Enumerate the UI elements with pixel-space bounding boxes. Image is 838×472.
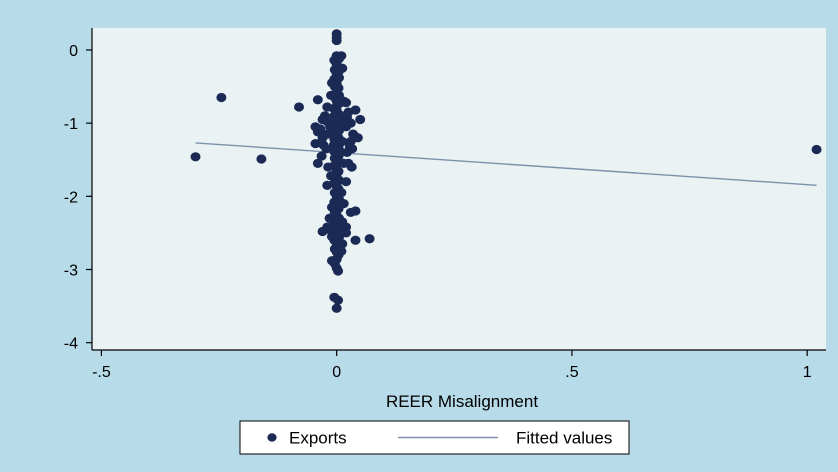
export-point — [326, 202, 337, 212]
export-point — [352, 133, 363, 143]
export-point — [336, 51, 347, 61]
export-point — [310, 139, 321, 149]
export-point — [338, 199, 349, 209]
export-point — [350, 105, 361, 115]
export-point — [312, 158, 323, 168]
export-point — [322, 102, 333, 112]
legend: Exports Fitted values — [239, 420, 630, 455]
export-point — [364, 234, 375, 244]
axes-layer: 0 -1 -2 -3 -4 -.5 0 .5 1 — [64, 28, 826, 381]
export-point — [331, 35, 342, 46]
points-layer — [190, 29, 822, 313]
export-point — [342, 112, 353, 122]
export-point — [333, 266, 344, 276]
export-point — [337, 239, 348, 249]
export-point — [346, 162, 357, 172]
legend-fitted-label: Fitted values — [516, 429, 612, 448]
export-point — [323, 162, 334, 172]
export-point — [318, 140, 329, 150]
export-point — [326, 231, 337, 242]
export-point — [190, 152, 201, 162]
y-tick-label: -2 — [64, 189, 78, 206]
export-point — [256, 154, 267, 164]
legend-exports-marker — [267, 433, 277, 442]
export-point — [350, 235, 361, 245]
export-point — [326, 90, 337, 100]
export-point — [317, 226, 328, 237]
x-tick-label: .5 — [565, 364, 578, 381]
export-point — [316, 151, 327, 161]
x-tick-label: 0 — [332, 364, 341, 381]
export-point — [216, 92, 227, 103]
export-point — [294, 102, 305, 112]
export-point — [350, 206, 361, 216]
export-point — [337, 63, 348, 73]
fitted-line-layer — [195, 142, 817, 187]
y-tick-label: 0 — [69, 43, 78, 60]
fitted-values-line — [195, 142, 817, 187]
export-point — [326, 78, 337, 88]
y-tick-label: -1 — [64, 116, 78, 133]
x-tick-label: 1 — [803, 364, 812, 381]
legend-exports-label: Exports — [289, 429, 347, 448]
y-tick-label: -4 — [64, 336, 78, 353]
export-point — [331, 303, 342, 313]
export-point — [312, 95, 323, 105]
export-point — [355, 114, 366, 125]
y-tick-label: -3 — [64, 263, 78, 280]
export-point — [336, 188, 347, 198]
plot-area — [92, 28, 826, 350]
export-point — [322, 117, 333, 127]
export-point — [337, 136, 348, 147]
export-point — [341, 177, 352, 187]
export-point — [322, 180, 333, 190]
export-point — [324, 213, 335, 223]
export-point — [336, 246, 347, 256]
x-tick-label: -.5 — [92, 364, 111, 381]
export-point — [811, 144, 822, 155]
x-axis-label: REER Misalignment — [386, 392, 538, 411]
export-point — [341, 222, 352, 232]
export-point — [326, 171, 337, 181]
export-point — [347, 144, 358, 154]
export-point — [326, 256, 337, 266]
export-point — [333, 295, 344, 305]
export-point — [315, 124, 326, 134]
export-point — [341, 98, 352, 108]
